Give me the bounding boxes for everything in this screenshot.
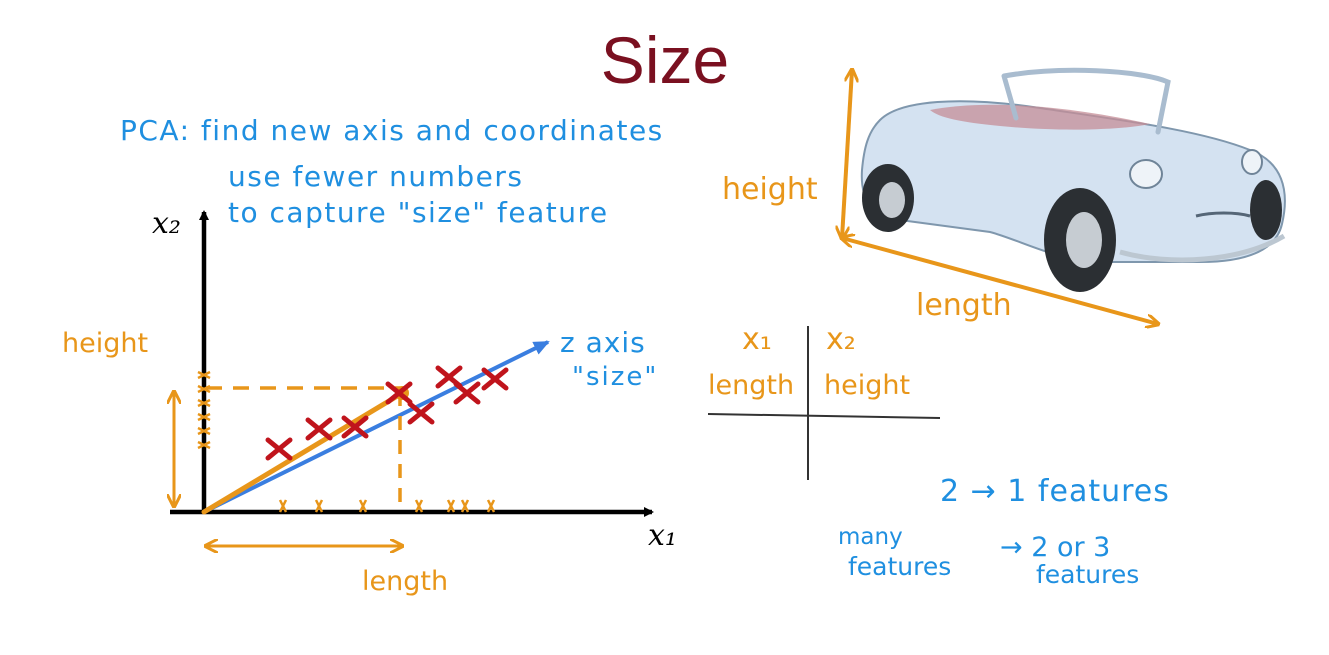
summary-2-or-3: → 2 or 3 <box>1000 532 1111 563</box>
pca-note-line2: use fewer numbers <box>228 160 524 193</box>
pca-note-line3: to capture "size" feature <box>228 196 609 229</box>
table-col2-value: height <box>824 370 911 401</box>
table-col1-value: length <box>708 370 795 401</box>
plot-length-label: length <box>362 566 449 597</box>
table-horizontal-line <box>707 413 941 419</box>
z-axis-arrow <box>203 340 550 514</box>
projection-vector <box>201 389 407 515</box>
data-point <box>453 381 481 405</box>
data-point <box>265 437 293 461</box>
summary-features: features <box>848 552 952 581</box>
data-point <box>305 417 333 441</box>
page-title: Size <box>600 23 730 97</box>
car-length-label: length <box>916 288 1012 323</box>
convertible-car-icon <box>860 67 1286 292</box>
z-axis-sublabel: "size" <box>572 362 659 392</box>
pca-note-line1: PCA: find new axis and coordinates <box>120 114 664 147</box>
z-axis-label: z axis <box>560 326 646 359</box>
x1-projection-ticks <box>278 499 496 513</box>
summary-many: many <box>838 524 903 550</box>
plot-height-label: height <box>62 328 149 359</box>
data-point <box>341 415 369 439</box>
car-length-arrow <box>842 238 1158 324</box>
y-axis-label: x₂ <box>152 206 181 241</box>
data-point <box>407 401 435 425</box>
table-col2-header: x₂ <box>826 322 856 357</box>
data-point <box>385 381 413 405</box>
data-point <box>481 367 509 391</box>
x-axis-label: x₁ <box>648 518 677 553</box>
car-height-arrow <box>842 70 852 238</box>
summary-features-2: features <box>1036 560 1140 589</box>
data-points <box>265 365 509 461</box>
car-height-label: height <box>722 172 818 207</box>
x2-projection-ticks <box>197 370 211 450</box>
table-col1-header: x₁ <box>742 322 772 357</box>
summary-line1: 2 → 1 features <box>940 474 1170 509</box>
